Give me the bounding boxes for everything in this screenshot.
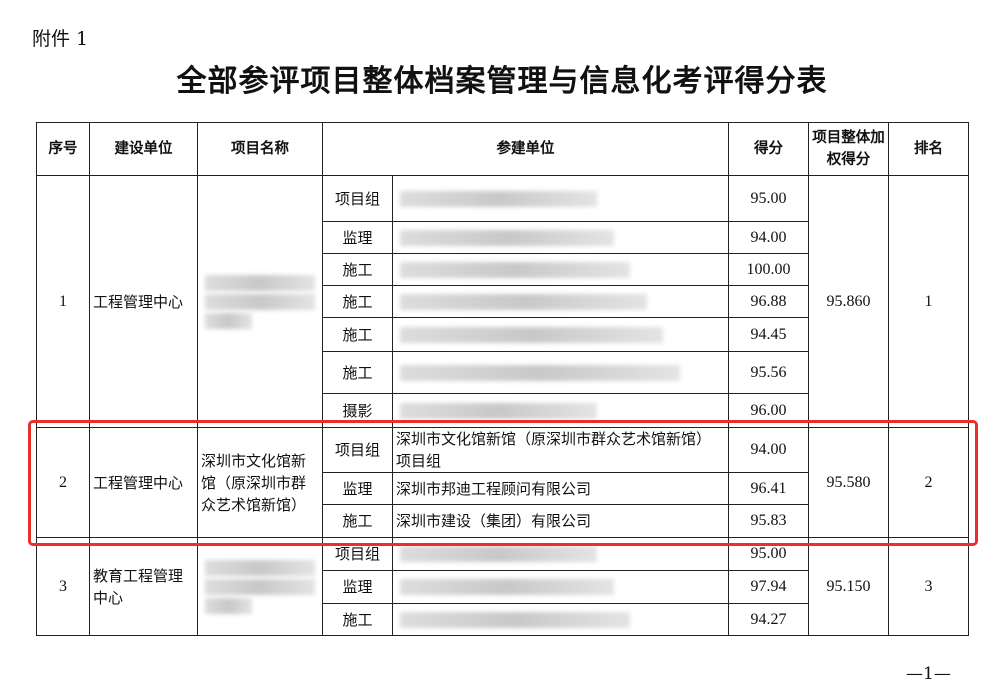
participant-company: 深圳市文化馆新馆（原深圳市群众艺术馆新馆）项目组 <box>392 427 729 473</box>
score: 95.00 <box>728 175 809 222</box>
score: 94.00 <box>728 221 809 254</box>
score: 95.00 <box>728 537 809 571</box>
page-number: —1— <box>906 664 951 684</box>
participant-role: 施工 <box>322 317 393 352</box>
participant-role: 施工 <box>322 253 393 286</box>
row-no: 3 <box>36 537 90 636</box>
construction-unit: 工程管理中心 <box>89 427 198 538</box>
attachment-label: 附件 1 <box>32 28 89 50</box>
table-row: 2 工程管理中心 深圳市文化馆新馆（原深圳市群众艺术馆新馆） 项目组 深圳市文化馆新馆（… <box>36 427 969 538</box>
participant-role: 项目组 <box>322 427 393 473</box>
table-row: 1 工程管理中心 项目组 95.00 95.860 1 <box>36 175 969 428</box>
score: 95.56 <box>728 351 809 394</box>
participant-company-redacted <box>392 175 729 222</box>
score: 94.27 <box>728 603 809 636</box>
participant-company-redacted <box>392 285 729 318</box>
participant-company: 深圳市邦迪工程顾问有限公司 <box>392 472 729 505</box>
page-title: 全部参评项目整体档案管理与信息化考评得分表 <box>176 64 828 99</box>
score: 100.00 <box>728 253 809 286</box>
score: 97.94 <box>728 570 809 604</box>
participant-company-redacted <box>392 253 729 286</box>
table-row: 施工 94.27 <box>37 603 969 636</box>
score: 94.45 <box>728 317 809 352</box>
row-no: 1 <box>36 175 90 428</box>
score-table: 序号 建设单位 项目名称 参建单位 得分 项目整体加权得分 排名 1 工程管理中心… <box>36 122 969 636</box>
participant-company-redacted <box>392 570 729 604</box>
participant-role: 施工 <box>322 603 393 636</box>
table-row: 施工 深圳市建设（集团）有限公司 95.83 <box>37 504 969 538</box>
header-weighted: 项目整体加权得分 <box>808 122 889 176</box>
participant-role: 监理 <box>322 472 393 505</box>
participant-role: 项目组 <box>322 175 393 222</box>
participant-company-redacted <box>392 351 729 394</box>
weighted-score: 95.150 <box>808 537 889 636</box>
table-row: 3 教育工程管理中心 项目组 95.00 95.150 3 <box>36 537 969 636</box>
participant-role: 施工 <box>322 504 393 538</box>
table-row: 施工 95.56 <box>37 351 969 394</box>
header-no: 序号 <box>36 122 90 176</box>
table-row: 施工 100.00 <box>37 253 969 286</box>
score: 94.00 <box>728 427 809 473</box>
participant-role: 监理 <box>322 570 393 604</box>
table-row: 施工 94.45 <box>37 317 969 352</box>
participant-company-redacted <box>392 317 729 352</box>
table-header: 序号 建设单位 项目名称 参建单位 得分 项目整体加权得分 排名 <box>36 122 969 176</box>
header-unit: 建设单位 <box>89 122 198 176</box>
header-project: 项目名称 <box>197 122 323 176</box>
weighted-score: 95.580 <box>808 427 889 538</box>
participant-role: 施工 <box>322 351 393 394</box>
table-row: 监理 94.00 <box>37 221 969 254</box>
participant-role: 摄影 <box>322 393 393 428</box>
project-name: 深圳市文化馆新馆（原深圳市群众艺术馆新馆） <box>197 427 323 538</box>
table-row: 施工 96.88 <box>37 285 969 318</box>
participant-company-redacted <box>392 603 729 636</box>
header-rank: 排名 <box>888 122 969 176</box>
row-no: 2 <box>36 427 90 538</box>
score: 95.83 <box>728 504 809 538</box>
construction-unit: 工程管理中心 <box>89 175 198 428</box>
table-row: 监理 97.94 <box>37 570 969 604</box>
participant-role: 项目组 <box>322 537 393 571</box>
score: 96.41 <box>728 472 809 505</box>
header-participant: 参建单位 <box>322 122 729 176</box>
participant-role: 施工 <box>322 285 393 318</box>
participant-company: 深圳市建设（集团）有限公司 <box>392 504 729 538</box>
score: 96.88 <box>728 285 809 318</box>
rank: 1 <box>888 175 969 428</box>
participant-role: 监理 <box>322 221 393 254</box>
header-score: 得分 <box>728 122 809 176</box>
score: 96.00 <box>728 393 809 428</box>
construction-unit: 教育工程管理中心 <box>89 537 198 636</box>
project-name-redacted <box>197 175 323 428</box>
table-row: 监理 深圳市邦迪工程顾问有限公司 96.41 <box>37 472 969 505</box>
rank: 3 <box>888 537 969 636</box>
participant-company-redacted <box>392 393 729 428</box>
participant-company-redacted <box>392 221 729 254</box>
rank: 2 <box>888 427 969 538</box>
participant-company-redacted <box>392 537 729 571</box>
weighted-score: 95.860 <box>808 175 889 428</box>
project-name-redacted <box>197 537 323 636</box>
